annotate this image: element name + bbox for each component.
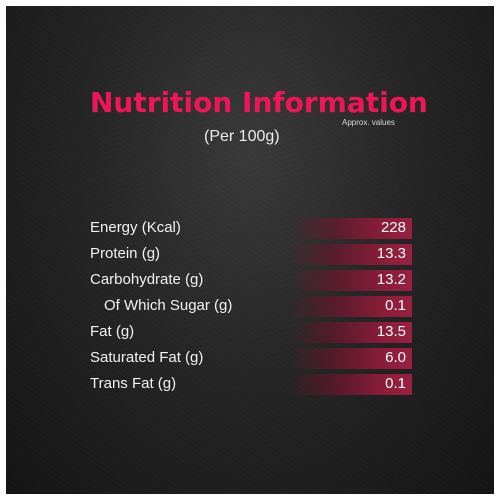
value-bar <box>290 218 412 239</box>
nutrient-row-energy: Energy (Kcal) 228 <box>6 218 494 240</box>
nutrient-row-saturated-fat: Saturated Fat (g) 6.0 <box>6 348 494 370</box>
value-bar <box>290 244 412 265</box>
nutrient-value: 228 <box>380 219 406 236</box>
value-bar <box>290 322 412 343</box>
nutrient-value: 13.3 <box>376 245 406 262</box>
nutrient-label: Energy (Kcal) <box>90 219 181 236</box>
nutrient-label: Trans Fat (g) <box>90 375 177 392</box>
value-bar <box>290 296 412 317</box>
nutrient-label: Of Which Sugar (g) <box>104 297 233 314</box>
page-title: Nutrition Information <box>90 86 428 119</box>
nutrient-value: 0.1 <box>385 297 406 314</box>
nutrient-label: Fat (g) <box>90 323 135 340</box>
nutrition-panel: Nutrition Information Approx. values (Pe… <box>6 6 494 494</box>
nutrient-value: 13.2 <box>376 271 406 288</box>
nutrient-row-trans-fat: Trans Fat (g) 0.1 <box>6 374 494 396</box>
nutrient-row-fat: Fat (g) 13.5 <box>6 322 494 344</box>
value-bar <box>290 270 412 291</box>
nutrient-label: Carbohydrate (g) <box>90 271 204 288</box>
nutrient-label: Protein (g) <box>90 245 161 262</box>
nutrient-row-protein: Protein (g) 13.3 <box>6 244 494 266</box>
approx-note: Approx. values <box>342 118 395 127</box>
nutrient-row-carbohydrate: Carbohydrate (g) 13.2 <box>6 270 494 292</box>
value-bar <box>290 348 412 369</box>
nutrient-label: Saturated Fat (g) <box>90 349 204 366</box>
value-bar <box>290 374 412 395</box>
nutrient-value: 13.5 <box>376 323 406 340</box>
nutrient-value: 0.1 <box>385 375 406 392</box>
serving-subtitle: (Per 100g) <box>204 128 280 145</box>
nutrient-value: 6.0 <box>385 349 406 366</box>
nutrient-row-sugar: Of Which Sugar (g) 0.1 <box>6 296 494 318</box>
